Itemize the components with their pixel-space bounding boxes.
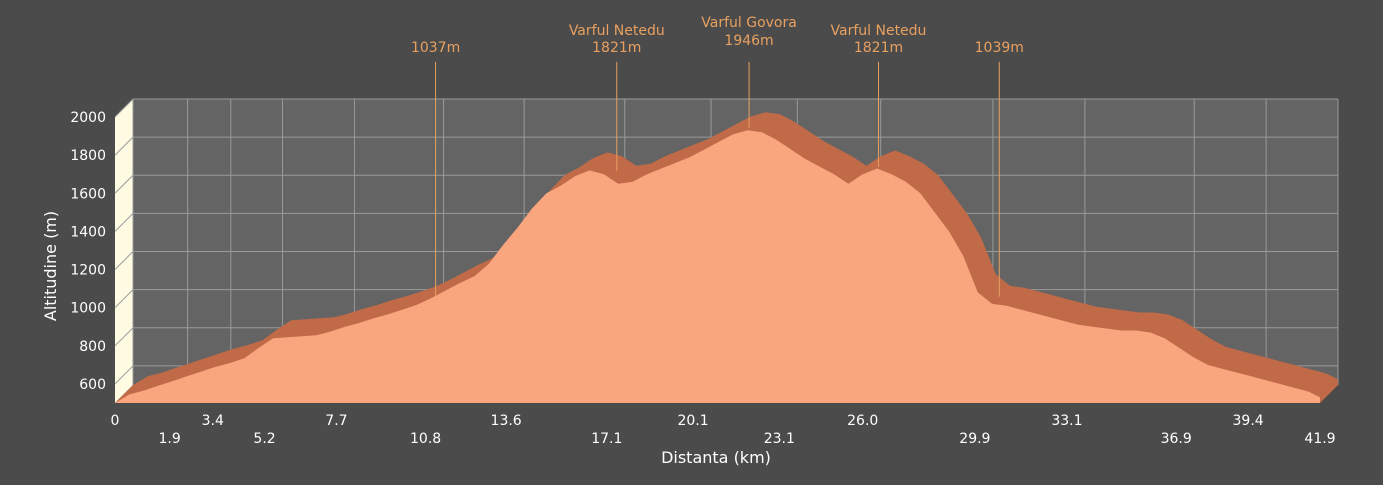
x-tick-label: 33.1 [1051,413,1082,429]
x-tick-label: 23.1 [764,431,795,447]
y-tick-label: 600 [79,377,106,393]
annotation-value: 1946m [724,33,773,49]
y-tick-label: 2000 [70,110,106,126]
x-tick-label: 1.9 [159,431,181,447]
y-tick-label: 1600 [70,186,106,202]
x-axis-label: Distanta (km) [661,448,771,467]
wall-grid-line [114,174,134,194]
wall-grid-line [114,98,134,118]
y-axis-label: Altitudine (m) [41,211,60,321]
x-tick-label: 26.0 [847,413,878,429]
annotation-value: 1821m [854,40,903,56]
x-tick-label: 10.8 [410,431,441,447]
y-axis-wall [115,99,133,403]
y-tick-labels: 600 800 1000 1200 1400 1600 1800 2000 [70,110,106,393]
annotation-value: 1039m [975,40,1024,56]
x-tick-label: 29.9 [959,431,990,447]
x-tick-label: 5.2 [253,431,275,447]
wall-grid-line [114,289,134,309]
x-tick-label: 41.9 [1304,431,1335,447]
y-tick-label: 1800 [70,148,106,164]
x-tick-label: 39.4 [1233,413,1264,429]
wall-grid-line [114,327,134,347]
y-tick-label: 1400 [70,224,106,240]
x-tick-label: 0 [111,413,120,429]
annotation-name: Varful Netedu [569,23,665,39]
annotation-name: Varful Govora [701,15,797,31]
y-tick-label: 1000 [70,301,106,317]
wall-grid-line [114,213,134,232]
annotation-value: 1821m [592,40,641,56]
annotation-name: Varful Netedu [831,23,927,39]
y-tick-label: 800 [79,339,106,355]
x-tick-label: 20.1 [677,413,708,429]
x-tick-label: 13.6 [491,413,522,429]
y-tick-label: 1200 [70,263,106,279]
x-tick-labels: 0 1.9 3.4 5.2 7.7 10.8 13.6 17.1 20.1 23.1 26.0 29.… [111,413,1336,447]
x-tick-label: 7.7 [325,413,347,429]
elevation-area-front [115,130,1320,404]
wall-grid-line [114,365,134,385]
wall-grid-line [114,136,134,156]
x-tick-label: 17.1 [591,431,622,447]
x-tick-label: 36.9 [1161,431,1192,447]
wall-grid-line [114,251,134,270]
x-tick-label: 3.4 [202,413,224,429]
annotation-value: 1037m [411,40,460,56]
